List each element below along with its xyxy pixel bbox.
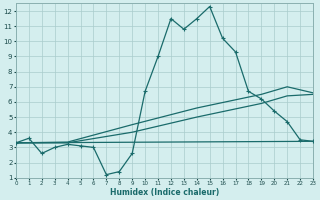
X-axis label: Humidex (Indice chaleur): Humidex (Indice chaleur)	[110, 188, 219, 197]
